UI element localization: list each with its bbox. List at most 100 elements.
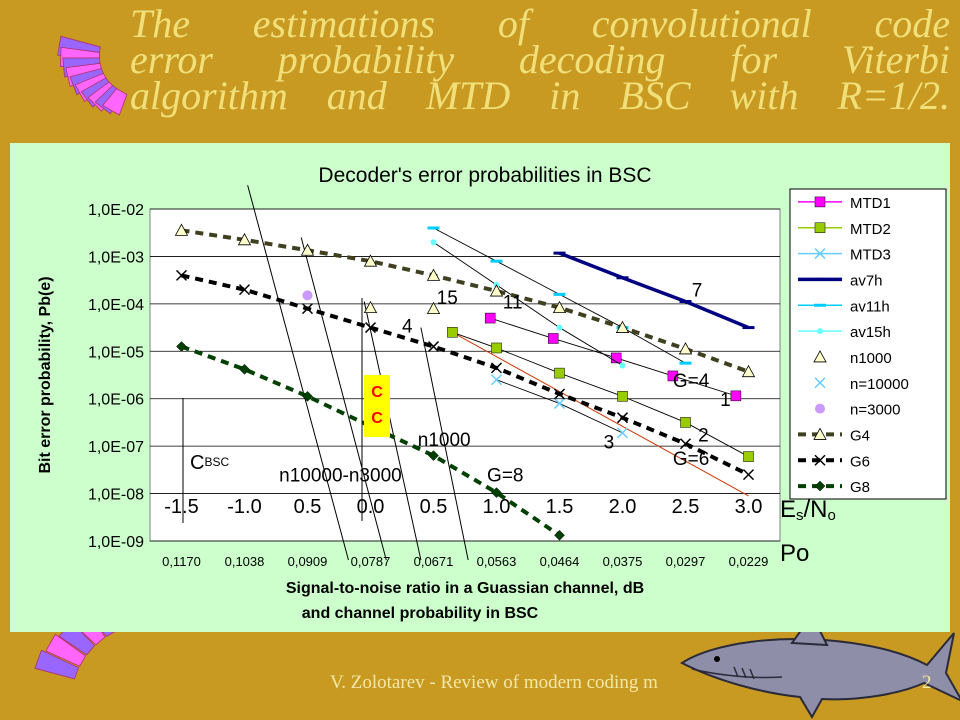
snr-tick-label: 1.5 bbox=[546, 496, 574, 518]
y-tick-label: 1,0E-03 bbox=[88, 249, 144, 266]
x-tick-label: 0,0671 bbox=[414, 554, 454, 569]
series-g4-point bbox=[678, 342, 693, 355]
series-g8-point bbox=[554, 529, 565, 541]
annotation-label: G=4 bbox=[673, 371, 710, 392]
x-tick-label: 0,0787 bbox=[351, 554, 391, 569]
series-g6-point bbox=[238, 284, 251, 296]
spiral-segment bbox=[102, 88, 128, 116]
snr-tick-label: -1.0 bbox=[227, 496, 261, 518]
legend-swatch-marker bbox=[813, 350, 827, 363]
series-mtd1-point bbox=[547, 333, 559, 344]
y-tick-label: 1,0E-08 bbox=[88, 487, 144, 504]
p0-label: Po bbox=[780, 540, 809, 567]
slide-title: The estimations of convolutional code er… bbox=[130, 1, 950, 116]
x-tick-label: 0,0297 bbox=[666, 554, 706, 569]
annotation-label: 4 bbox=[402, 316, 413, 337]
series-g6-point bbox=[679, 438, 692, 450]
legend-label: G6 bbox=[850, 453, 870, 470]
boundary-line bbox=[247, 185, 349, 561]
boundary-line bbox=[300, 237, 387, 561]
x-tick-label: 0,0563 bbox=[477, 554, 517, 569]
cbsc-label: CBSC bbox=[190, 452, 229, 474]
legend-swatch-marker bbox=[817, 328, 823, 335]
y-tick-label: 1,0E-09 bbox=[88, 534, 144, 551]
series-g6-point bbox=[742, 469, 755, 481]
series-n-3000-point bbox=[302, 290, 313, 301]
error-probability-chart: Decoder's error probabilities in BSC 1,0E… bbox=[37, 164, 947, 622]
series-g8-point bbox=[491, 487, 502, 498]
annotation-label: G=8 bbox=[487, 466, 523, 487]
annotation-label: 11 bbox=[503, 293, 523, 314]
series-mtd3-point bbox=[616, 427, 629, 439]
x-axis-label-2: and channel probability in BSC bbox=[302, 605, 539, 622]
annotation-label: 2 bbox=[698, 425, 709, 446]
snr-tick-label: 2.0 bbox=[609, 496, 637, 518]
series-g6-point bbox=[364, 322, 377, 334]
x-tick-label: 0,1170 bbox=[162, 554, 201, 569]
annotation-label: 3 bbox=[604, 433, 615, 454]
series-g8-point bbox=[176, 341, 187, 352]
series-g4-point bbox=[174, 223, 189, 236]
red-reference-line bbox=[452, 331, 749, 497]
legend-swatch-marker bbox=[815, 403, 825, 414]
legend-label: n=3000 bbox=[850, 402, 900, 419]
series-mtd1-point bbox=[610, 352, 622, 364]
spiral-top-icon bbox=[57, 35, 128, 116]
series-mtd2-point bbox=[617, 391, 628, 402]
legend-box bbox=[789, 188, 947, 500]
legend-label: MTD2 bbox=[850, 221, 891, 238]
legend-label: MTD3 bbox=[850, 247, 891, 264]
annotation-label: 7 bbox=[692, 281, 703, 302]
series-av15h-point bbox=[556, 324, 563, 331]
snr-tick-label: 0.5 bbox=[294, 496, 322, 518]
series-g8-point bbox=[428, 450, 439, 461]
x-tick-label: 0,0229 bbox=[729, 554, 769, 569]
snr-tick-label: 3.0 bbox=[735, 496, 763, 518]
series-g4-point bbox=[300, 243, 315, 256]
series-g6-point bbox=[490, 362, 503, 374]
cc-box bbox=[364, 375, 390, 437]
annotation-label: 1 bbox=[720, 390, 731, 411]
x-tick-label: 0,0909 bbox=[288, 554, 328, 569]
series-mtd3-point bbox=[553, 397, 566, 409]
legend-label: MTD1 bbox=[850, 195, 891, 212]
legend-swatch-marker bbox=[814, 454, 826, 466]
es-n0-label: Es/No bbox=[780, 496, 836, 524]
snr-tick-label: -1.5 bbox=[164, 496, 198, 518]
cc-box-label: C bbox=[371, 410, 383, 427]
title-line-1: The estimations of convolutional code bbox=[130, 1, 950, 46]
series-g4-point bbox=[615, 320, 630, 333]
spiral-segment bbox=[34, 649, 80, 680]
chart-title: Decoder's error probabilities in BSC bbox=[318, 164, 651, 187]
series-mtd1-point bbox=[730, 390, 742, 402]
y-tick-label: 1,0E-05 bbox=[88, 344, 144, 361]
series-g4-point bbox=[426, 268, 441, 281]
legend-swatch-marker bbox=[814, 196, 826, 208]
annotation-label: n10000-n3000 bbox=[279, 466, 402, 487]
series-g4-point bbox=[552, 300, 567, 314]
legend-swatch-marker bbox=[814, 480, 826, 492]
series-av15h-point bbox=[430, 239, 437, 246]
title-line-2: error probability decoding for Viterbi bbox=[130, 37, 950, 82]
series-mtd2-line bbox=[452, 331, 749, 457]
y-axis-label: Bit error probability, Pb(e) bbox=[37, 276, 54, 473]
x-tick-label: 0,0464 bbox=[540, 554, 580, 569]
boundary-line bbox=[363, 301, 422, 561]
y-tick-label: 1,0E-02 bbox=[88, 202, 144, 219]
legend-swatch-marker bbox=[813, 427, 827, 440]
spiral-segment bbox=[45, 633, 87, 667]
series-g6-point bbox=[175, 269, 188, 281]
legend-label: av7h bbox=[850, 272, 883, 289]
x-tick-label: 0,1038 bbox=[225, 554, 265, 569]
series-g8-point bbox=[239, 363, 250, 375]
series-mtd2-point bbox=[680, 417, 691, 428]
legend-label: av15h bbox=[850, 324, 891, 341]
annotation-label: n1000 bbox=[418, 430, 471, 451]
legend-label: G4 bbox=[850, 427, 870, 444]
legend-swatch-marker bbox=[814, 222, 826, 233]
series-n1000-point bbox=[363, 300, 378, 314]
series-g6-point bbox=[616, 412, 629, 424]
snr-tick-label: 0.0 bbox=[357, 496, 385, 518]
series-g4-point bbox=[489, 284, 504, 297]
y-tick-label: 1,0E-07 bbox=[88, 439, 144, 456]
